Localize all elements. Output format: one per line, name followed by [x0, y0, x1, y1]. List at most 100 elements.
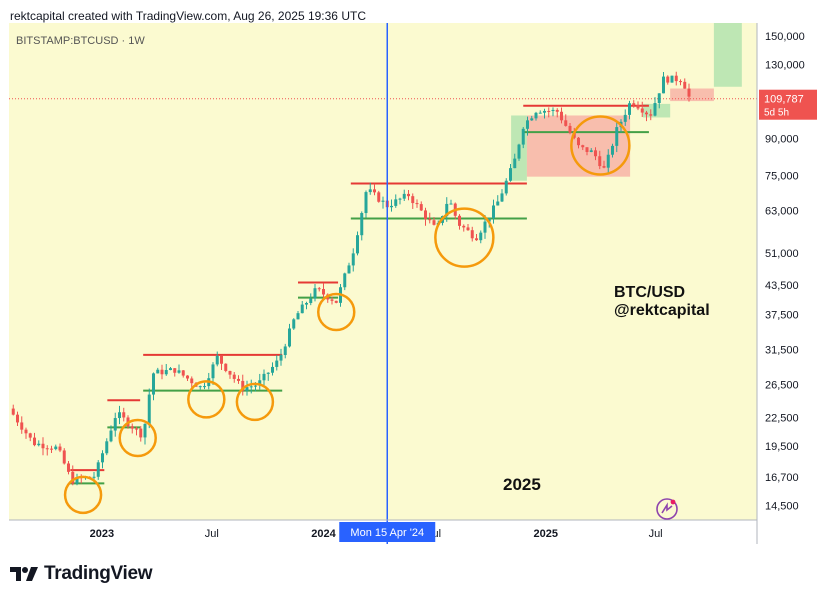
candle-body — [674, 75, 678, 82]
candle-body — [568, 125, 572, 133]
pair-annotation: BTC/USD — [614, 284, 685, 301]
candle-body — [262, 373, 266, 381]
candle-body — [628, 103, 631, 115]
candle-body — [560, 111, 563, 121]
candle-body — [496, 201, 500, 206]
candle-body — [118, 412, 121, 419]
candle-body — [500, 193, 504, 202]
candle-body — [632, 103, 636, 106]
retest-circle — [317, 292, 356, 332]
candle-body — [555, 109, 559, 112]
price-tag-countdown: 5d 5h — [764, 108, 789, 119]
candle-body — [37, 443, 41, 446]
candle-body — [254, 385, 257, 387]
candle-body — [517, 144, 521, 159]
candle-body — [530, 118, 534, 121]
candle-body — [381, 200, 385, 202]
candle-body — [75, 477, 79, 484]
candle-body — [156, 369, 160, 374]
y-tick-label: 37,500 — [765, 310, 799, 322]
candle-body — [300, 304, 304, 314]
candle-body — [181, 370, 185, 376]
candle-body — [334, 300, 338, 303]
y-tick-label: 90,000 — [765, 134, 799, 146]
candle-body — [20, 422, 24, 430]
candle-body — [130, 426, 134, 429]
price-tag-value: 109,787 — [764, 94, 804, 106]
candle-body — [666, 76, 670, 83]
retest-circle — [187, 380, 226, 419]
y-tick-label: 130,000 — [765, 60, 805, 72]
candle-body — [54, 446, 58, 450]
candle-body — [581, 145, 585, 148]
candle-body — [645, 112, 648, 115]
candle-body — [640, 108, 644, 113]
y-tick-label: 22,500 — [765, 412, 799, 424]
x-tick-label: Jul — [205, 528, 219, 540]
y-tick-label: 26,500 — [765, 379, 799, 391]
sparkle-icon[interactable] — [656, 498, 678, 520]
candle-body — [164, 370, 168, 375]
candle-body — [169, 368, 172, 371]
candle-body — [317, 288, 321, 290]
candle-body — [288, 328, 291, 347]
candle-body — [24, 429, 28, 434]
candle-body — [534, 112, 538, 119]
candle-body — [190, 378, 194, 384]
crosshair-date-badge — [339, 522, 436, 542]
candle-body — [415, 203, 419, 205]
candle-body — [462, 225, 466, 228]
candle-body — [402, 193, 406, 199]
candle-body — [41, 443, 45, 449]
candle-body — [428, 219, 432, 221]
retest-circle — [63, 475, 103, 515]
y-tick-label: 75,000 — [765, 170, 799, 182]
candle-body — [228, 370, 232, 375]
price-chart[interactable]: 150,000130,000110,00090,00075,00063,0005… — [0, 0, 828, 560]
candle-body — [470, 230, 474, 239]
axes-layer: 150,000130,000110,00090,00075,00063,0005… — [9, 23, 817, 544]
candle-body — [679, 81, 682, 83]
candle-body — [394, 199, 398, 206]
candle-body — [220, 355, 223, 364]
y-tick-label: 51,000 — [765, 248, 799, 260]
candle-body — [657, 93, 661, 104]
candle-body — [589, 150, 593, 152]
candle-body — [368, 189, 372, 193]
candle-body — [258, 380, 262, 386]
candle-body — [211, 364, 215, 379]
candle-body — [113, 418, 117, 431]
candle-body — [683, 81, 687, 89]
candle-body — [215, 355, 219, 365]
candle-body — [526, 120, 529, 129]
candle-body — [109, 430, 113, 442]
candle-body — [343, 273, 347, 288]
candle-body — [483, 221, 487, 233]
candle-body — [271, 366, 274, 373]
candle-body — [92, 476, 96, 478]
candle-body — [96, 462, 100, 477]
candle-body — [232, 374, 236, 379]
candle-body — [186, 375, 189, 379]
candle-body — [122, 412, 126, 418]
retest-circle — [434, 207, 495, 268]
candle-body — [279, 355, 283, 361]
candle-body — [313, 288, 317, 299]
candle-body — [296, 313, 300, 320]
candle-body — [33, 437, 36, 446]
candle-body — [62, 450, 66, 464]
candle-body — [305, 302, 308, 305]
candle-body — [615, 127, 619, 146]
candle-body — [547, 110, 551, 112]
y-tick-label: 63,000 — [765, 205, 799, 217]
candle-body — [101, 453, 104, 463]
candle-body — [322, 289, 325, 295]
candle-body — [564, 120, 568, 126]
candle-body — [360, 213, 364, 236]
candle-body — [373, 189, 376, 193]
tradingview-wordmark: TradingView — [44, 563, 153, 584]
candle-body — [449, 203, 453, 205]
candle-body — [160, 369, 164, 375]
candle-body — [105, 441, 109, 454]
candle-body — [347, 265, 351, 274]
